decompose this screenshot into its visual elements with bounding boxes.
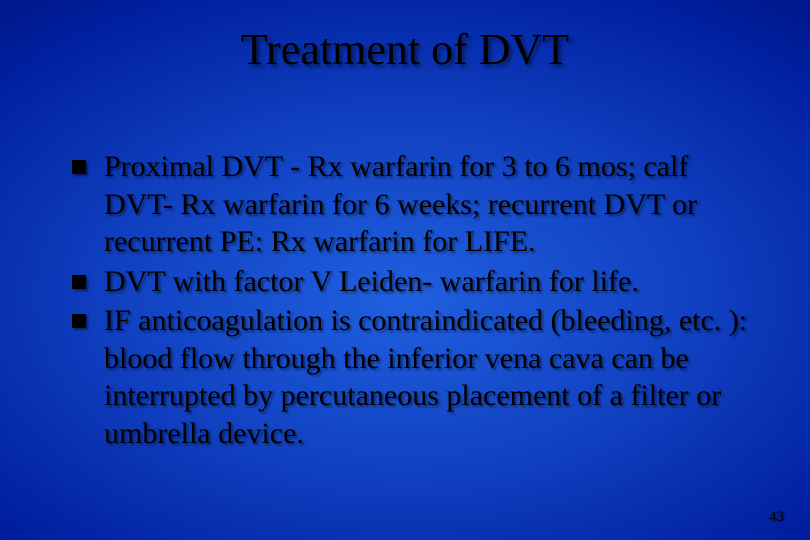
- square-bullet-icon: [72, 275, 86, 289]
- page-number: 43: [769, 509, 784, 526]
- slide: Treatment of DVT Proximal DVT - Rx warfa…: [0, 0, 810, 540]
- bullet-text: IF anticoagulation is contraindicated (b…: [104, 302, 752, 452]
- bullet-item: DVT with factor V Leiden- warfarin for l…: [72, 263, 752, 301]
- bullet-item: IF anticoagulation is contraindicated (b…: [72, 302, 752, 452]
- slide-body: Proximal DVT - Rx warfarin for 3 to 6 mo…: [72, 148, 752, 454]
- square-bullet-icon: [72, 160, 86, 174]
- square-bullet-icon: [72, 314, 86, 328]
- slide-title: Treatment of DVT: [0, 24, 810, 75]
- bullet-text: DVT with factor V Leiden- warfarin for l…: [104, 263, 752, 301]
- bullet-text: Proximal DVT - Rx warfarin for 3 to 6 mo…: [104, 148, 752, 261]
- bullet-item: Proximal DVT - Rx warfarin for 3 to 6 mo…: [72, 148, 752, 261]
